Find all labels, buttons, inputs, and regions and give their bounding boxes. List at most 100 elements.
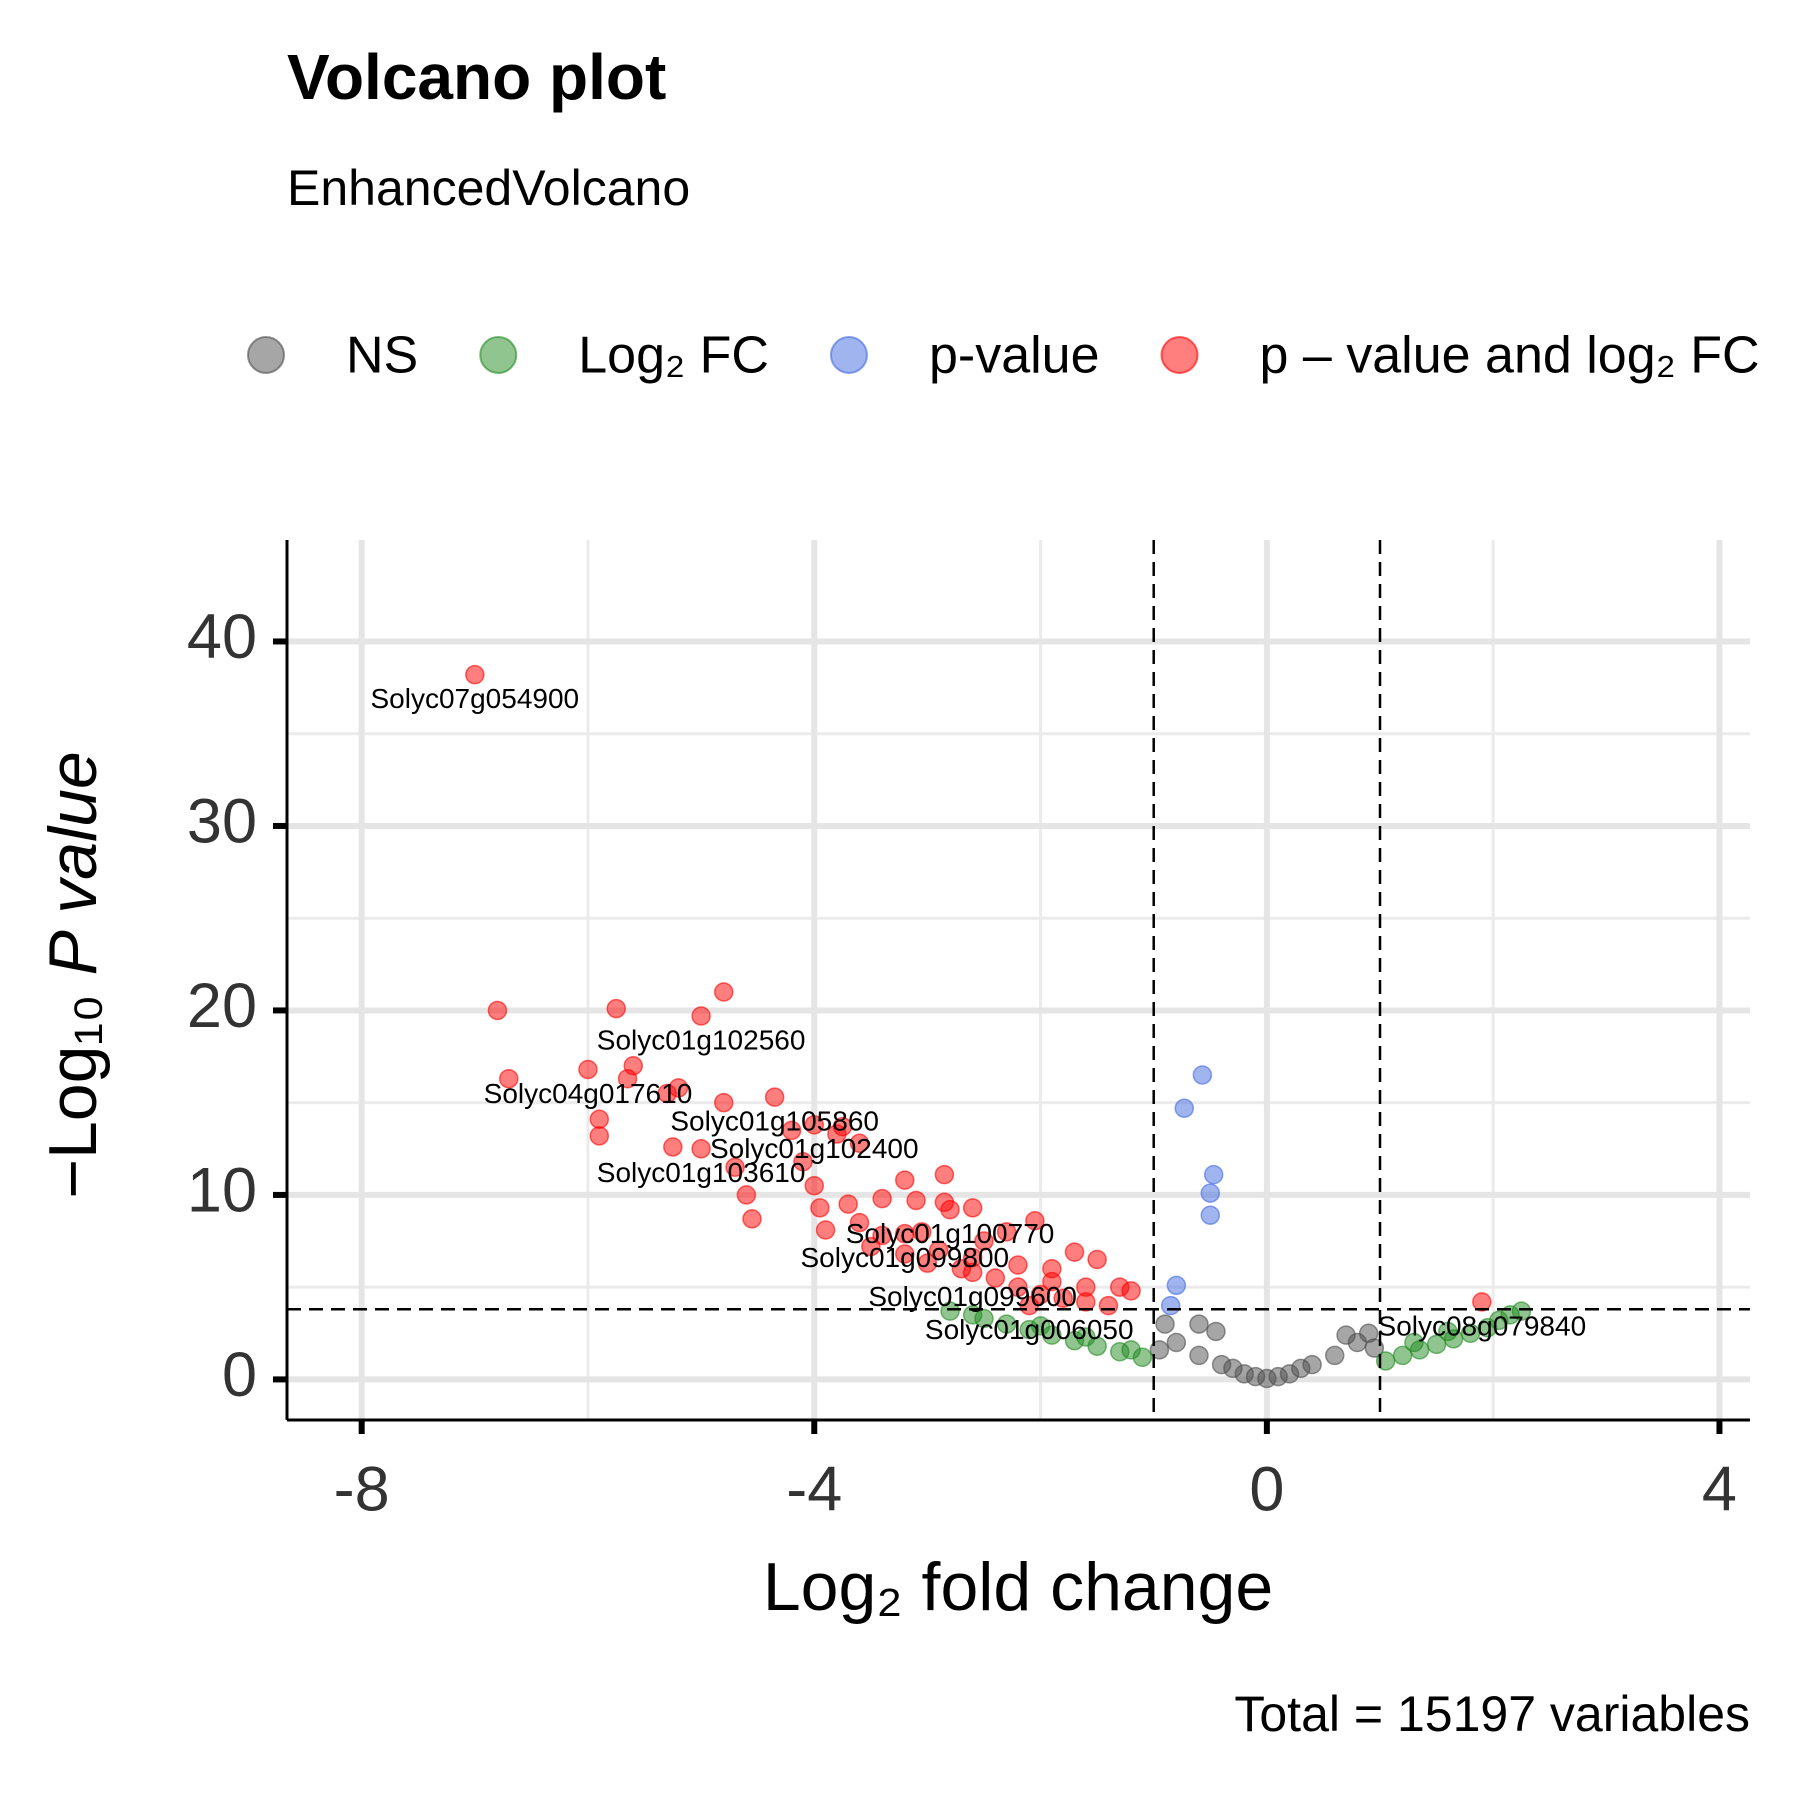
point [487,1000,508,1021]
point [1472,1292,1492,1312]
point [1206,1321,1226,1342]
point [1189,1314,1209,1334]
point [499,1068,519,1089]
point [1008,1277,1028,1297]
point [934,1164,955,1185]
point [1160,1295,1181,1316]
point [1166,1275,1187,1296]
point [996,1222,1017,1242]
point-label: Solyc01g100770 [846,1218,1055,1249]
point [578,1059,598,1080]
point [985,1268,1006,1288]
point [1200,1183,1221,1203]
point-label: Solyc04g017610 [484,1078,693,1109]
point [1076,1327,1096,1347]
point [895,1170,915,1190]
point-label: Solyc01g102560 [597,1024,806,1055]
point [1438,1321,1458,1342]
point [804,1115,825,1135]
point [804,1175,825,1196]
point [1268,1366,1288,1387]
point-label: Solyc01g099600 [868,1281,1077,1312]
y-axis-title-prefix: −Log₁₀ [35,994,111,1198]
point [1121,1281,1141,1301]
point-label: Solyc01g099800 [800,1242,1009,1273]
x-tick-label: -8 [334,1455,390,1525]
point [617,1068,638,1089]
point [1200,1205,1221,1225]
y-axis-title: −Log₁₀ P value [35,751,111,1199]
caption: Total = 15197 variables [1234,1686,1750,1742]
point [1008,1255,1028,1275]
point [815,1220,836,1240]
point [781,1120,802,1141]
point [1030,1316,1051,1336]
point [1511,1301,1532,1321]
legend-label: p-value [929,327,1100,385]
point [1025,1211,1045,1231]
point-label: Solyc01g006050 [925,1314,1134,1345]
point [1223,1358,1243,1379]
legend-label: Log₂ FC [578,327,769,385]
point [832,1116,853,1137]
point [1121,1340,1141,1360]
point [663,1137,683,1157]
point [1404,1332,1424,1353]
point [940,1199,960,1220]
point [1098,1295,1119,1316]
y-tick-label: 30 [187,787,257,857]
point [940,1301,960,1321]
point [606,998,627,1019]
point-label: Solyc01g105860 [670,1106,879,1137]
x-tick-label: 4 [1702,1455,1737,1525]
point [1192,1065,1213,1085]
point [1291,1358,1311,1379]
point [872,1188,892,1209]
point [849,1212,870,1233]
point [714,1092,734,1113]
point [996,1314,1017,1334]
legend-label: NS [346,327,418,385]
point [1324,1345,1345,1366]
y-axis-title-variable: P value [35,751,111,975]
chart-subtitle: EnhancedVolcano [287,160,690,216]
point [725,1157,745,1178]
point [668,1078,689,1098]
y-tick-label: 0 [222,1340,257,1410]
point [465,664,485,685]
point [1042,1271,1062,1292]
point [1064,1242,1085,1262]
point [849,1133,870,1154]
point [714,982,734,1002]
point [1174,1098,1195,1118]
point [810,1198,830,1218]
point [906,1190,926,1211]
y-tick-label: 40 [187,602,257,672]
point [1203,1164,1224,1185]
point [974,1231,994,1251]
legend-label: p – value and log₂ FC [1260,327,1760,385]
point-label: Solyc08g079840 [1378,1310,1587,1341]
point [872,1225,892,1246]
point [1336,1325,1356,1345]
point [838,1194,858,1214]
point-label: Solyc01g103610 [597,1157,806,1188]
y-tick-label: 20 [187,971,257,1041]
point [895,1223,915,1244]
point [895,1244,915,1264]
point [1245,1366,1266,1387]
point [1053,1288,1073,1308]
point [589,1109,610,1130]
legend-marker [479,336,518,374]
point [917,1253,938,1273]
point [928,1240,949,1261]
point [962,1198,983,1218]
point [1155,1314,1175,1334]
x-axis-title: Log₂ fold change [763,1549,1273,1625]
x-tick-label: 0 [1249,1455,1284,1525]
point [793,1151,813,1172]
point [764,1087,785,1107]
point [736,1185,757,1205]
chart-title: Volcano plot [287,41,666,113]
